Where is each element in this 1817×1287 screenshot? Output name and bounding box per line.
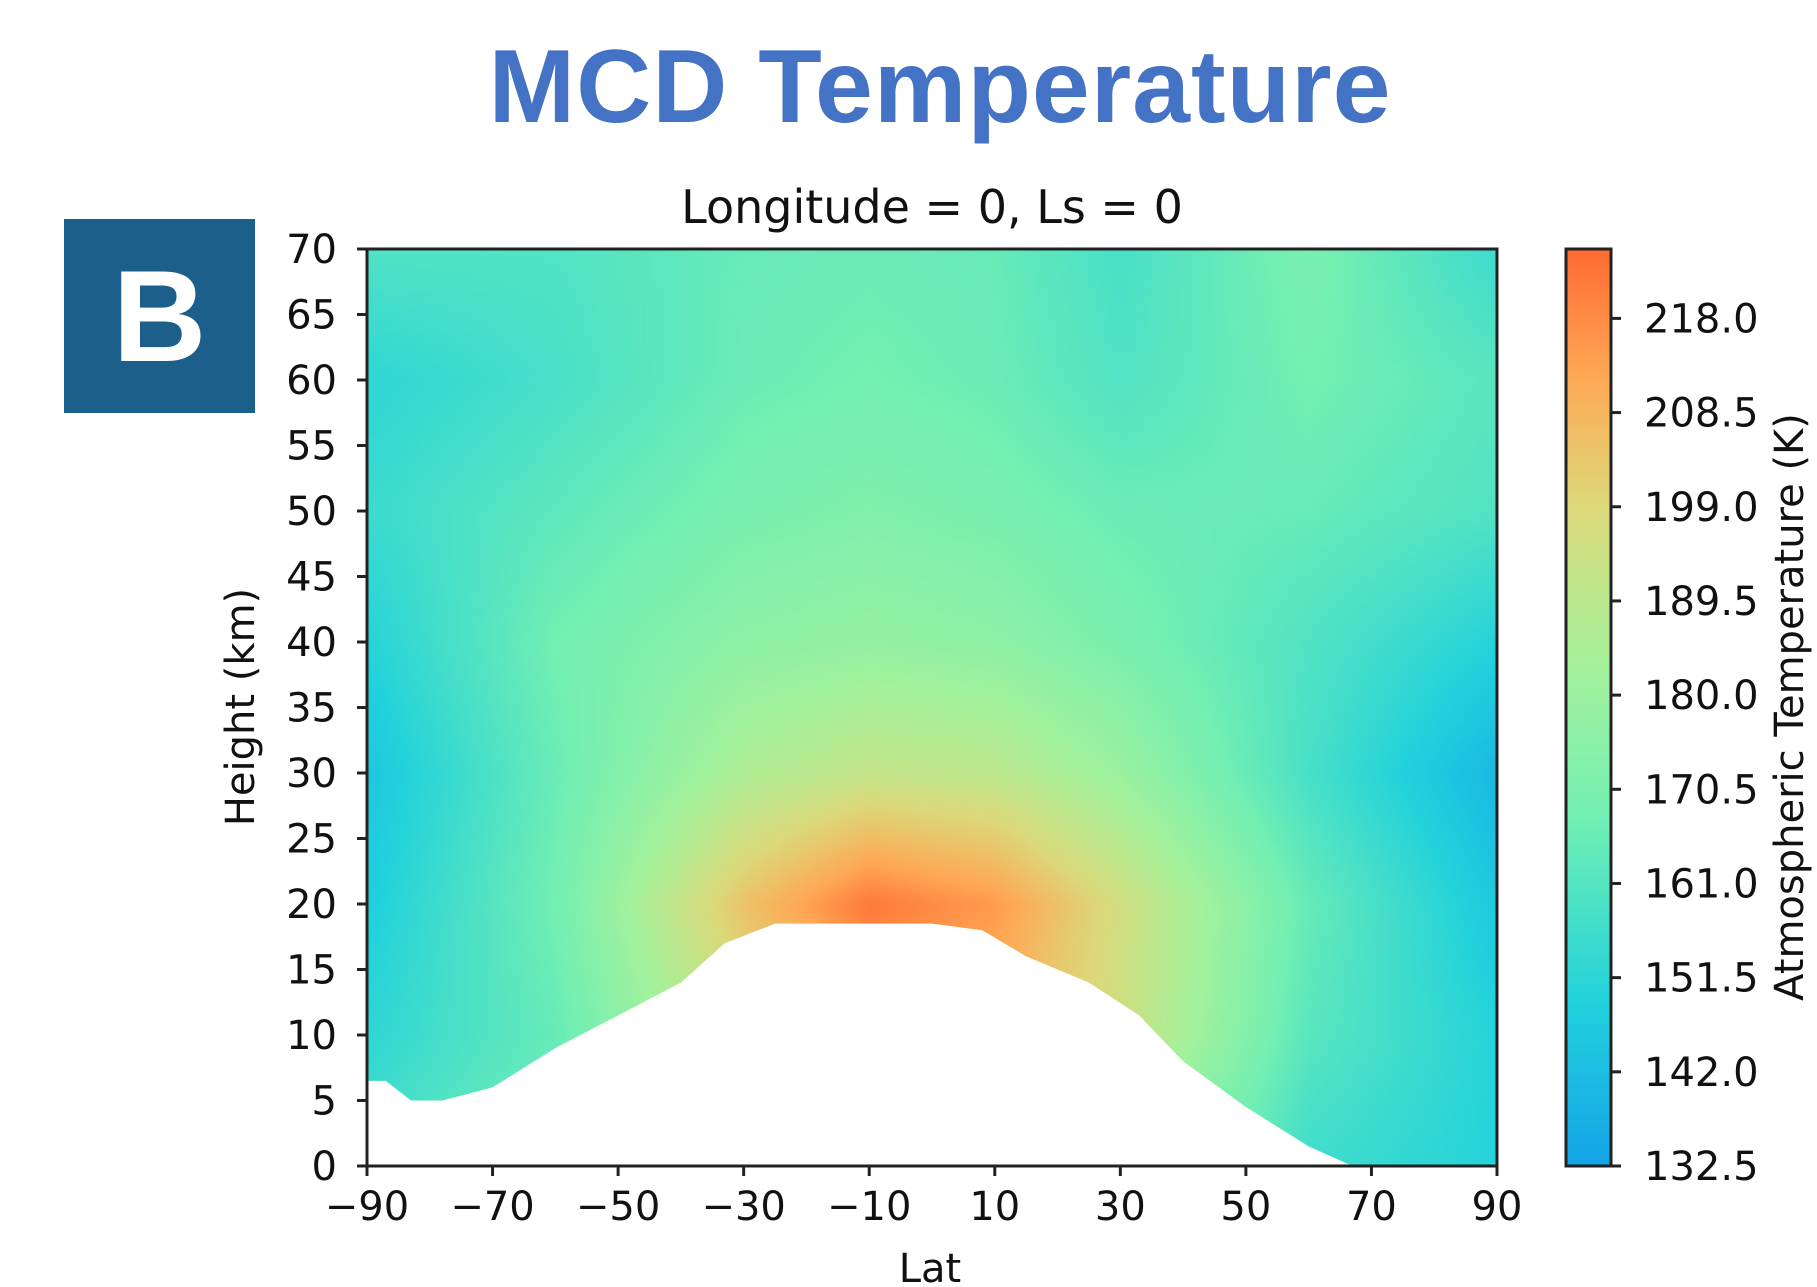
colorbar: 132.5 142.0 151.5 161.0 170.5 180.0 189.5 199.0… — [1564, 247, 1813, 1190]
colorbar-tick-label: 189.5 — [1644, 579, 1759, 625]
x-axis: −90 −70 −50 −30 −10 10 30 50 70 90 — [325, 1166, 1523, 1230]
panel-label-badge: B — [64, 219, 255, 413]
y-tick-label: 60 — [286, 358, 337, 404]
y-tick-label: 40 — [286, 620, 337, 666]
colorbar-bar — [1564, 247, 1613, 1168]
colorbar-tick-label: 218.0 — [1644, 296, 1759, 342]
x-tick-label: 70 — [1346, 1184, 1397, 1230]
colorbar-tick-label: 132.5 — [1644, 1144, 1759, 1190]
y-axis-title: Height (km) — [218, 588, 264, 826]
x-tick-label: −50 — [576, 1184, 660, 1230]
x-tick-label: −30 — [701, 1184, 785, 1230]
y-tick-label: 70 — [286, 227, 337, 273]
x-tick-label: 10 — [969, 1184, 1020, 1230]
colorbar-tick-label: 151.5 — [1644, 956, 1759, 1002]
y-axis: 0 5 10 15 20 25 30 35 40 45 50 55 60 65 70 — [286, 227, 367, 1190]
x-tick-label: 90 — [1472, 1184, 1523, 1230]
y-tick-label: 35 — [286, 686, 337, 732]
colorbar-tick-label: 161.0 — [1644, 861, 1759, 907]
y-tick-label: 5 — [312, 1079, 337, 1125]
colorbar-tick-label: 199.0 — [1644, 485, 1759, 531]
colorbar-tick-label: 142.0 — [1644, 1050, 1759, 1096]
x-tick-label: −70 — [450, 1184, 534, 1230]
plot-area — [365, 247, 1499, 1168]
y-tick-label: 25 — [286, 817, 337, 863]
colorbar-tick-label: 180.0 — [1644, 673, 1759, 719]
colorbar-ticks: 132.5 142.0 151.5 161.0 170.5 180.0 189.5 199.0… — [1611, 296, 1759, 1190]
x-tick-label: 30 — [1095, 1184, 1146, 1230]
y-tick-label: 30 — [286, 751, 337, 797]
chart-subtitle: Longitude = 0, Ls = 0 — [681, 180, 1183, 234]
y-tick-label: 20 — [286, 882, 337, 928]
page-title: MCD Temperature — [488, 29, 1392, 145]
x-tick-label: −90 — [325, 1184, 409, 1230]
y-tick-label: 50 — [286, 489, 337, 535]
y-tick-label: 10 — [286, 1013, 337, 1059]
y-tick-label: 45 — [286, 555, 337, 601]
colorbar-title: Atmospheric Temperature (K) — [1767, 413, 1813, 1001]
x-axis-title: Lat — [899, 1246, 961, 1287]
terrain-mask — [367, 923, 1497, 1166]
y-tick-label: 65 — [286, 293, 337, 339]
colorbar-tick-label: 208.5 — [1644, 391, 1759, 437]
colorbar-tick-label: 170.5 — [1644, 767, 1759, 813]
x-tick-label: −10 — [827, 1184, 911, 1230]
y-tick-label: 15 — [286, 948, 337, 994]
y-tick-label: 0 — [312, 1144, 337, 1190]
x-tick-label: 50 — [1220, 1184, 1271, 1230]
y-tick-label: 55 — [286, 424, 337, 470]
